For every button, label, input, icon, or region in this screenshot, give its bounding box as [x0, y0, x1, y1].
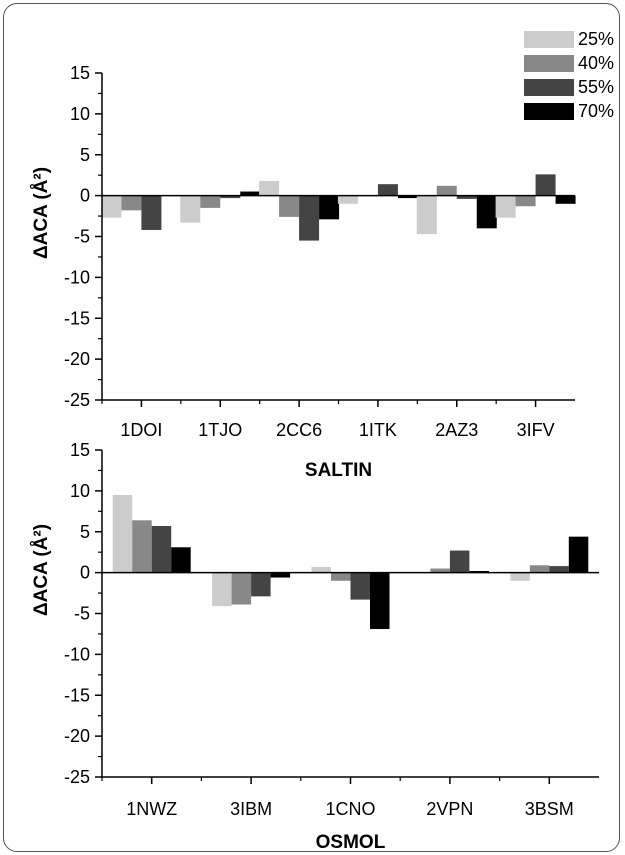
bar-3ibm-70- [270, 572, 291, 578]
x-axis-label: OSMOL [316, 832, 386, 853]
bar-1doi-40- [121, 195, 142, 211]
x-tick-label-2az3: 2AZ3 [435, 420, 478, 440]
bar-1tjo-70- [240, 191, 261, 196]
bar-1doi-55- [141, 195, 162, 230]
legend-item-55: 55% [524, 76, 624, 98]
y-tick-label: -10 [64, 644, 90, 664]
bar-3ifv-25- [495, 195, 516, 218]
bar-1nwz-70- [171, 547, 191, 573]
legend-swatch-40 [524, 55, 574, 72]
legend-swatch-55 [524, 79, 574, 96]
chart-panel-osmol: 15 10 5 0 -5 -10 -15 -20 -25 1NWZ 3IBM 1CNO 2VPN 3BSM… [31, 440, 599, 853]
y-tick-label: -5 [74, 227, 90, 247]
figure-frame [3, 3, 620, 852]
y-tick-label: 15 [70, 63, 90, 83]
bar-1itk-25- [337, 195, 358, 204]
y-tick-label: -10 [64, 267, 90, 287]
legend-swatch-25 [524, 31, 574, 48]
y-tick-label: -15 [64, 308, 90, 328]
y-tick-label: -25 [64, 767, 90, 787]
bar-2cc6-40- [279, 195, 300, 217]
y-tick-label: -15 [64, 685, 90, 705]
legend-item-70: 70% [524, 100, 624, 122]
bar-1tjo-55- [220, 195, 241, 199]
legend: 25% 40% 55% 70% [524, 28, 624, 124]
y-tick-label: -20 [64, 349, 90, 369]
x-tick-label-3bsm: 3BSM [525, 799, 574, 819]
x-tick-label-3ibm: 3IBM [230, 799, 272, 819]
bar-3ibm-55- [251, 572, 271, 597]
bar-1nwz-40- [132, 520, 152, 573]
legend-label-25: 25% [578, 29, 615, 49]
y-tick-label: 0 [80, 186, 90, 206]
bar-3ibm-25- [212, 572, 232, 607]
x-tick-label-2cc6: 2CC6 [276, 420, 322, 440]
bar-2vpn-55- [449, 550, 470, 573]
bar-2cc6-55- [299, 195, 320, 241]
bar-2vpn-40- [430, 568, 450, 573]
x-tick-label-1tjo: 1TJO [198, 420, 242, 440]
y-axis-label: ΔACA (Å²) [31, 167, 52, 259]
x-tick-label-1doi: 1DOI [120, 420, 162, 440]
y-tick-label: 0 [80, 563, 90, 583]
bar-1tjo-25- [180, 195, 201, 223]
bar-3ifv-40- [515, 195, 536, 207]
bar-2cc6-70- [319, 195, 340, 220]
bar-1nwz-25- [112, 494, 133, 573]
x-tick-label-1nwz: 1NWZ [126, 799, 177, 819]
y-tick-label: -25 [64, 390, 90, 410]
bar-1itk-70- [397, 195, 418, 199]
bar-1itk-55- [377, 184, 398, 196]
bar-1doi-25- [101, 195, 122, 218]
bar-2az3-25- [416, 195, 437, 235]
x-tick-label-2vpn: 2VPN [426, 799, 473, 819]
bar-1cno-40- [331, 572, 351, 581]
bar-3bsm-40- [529, 565, 550, 573]
x-tick-label-1itk: 1ITK [359, 420, 397, 440]
bar-2cc6-25- [259, 180, 280, 196]
legend-label-55: 55% [578, 77, 615, 97]
bar-3ifv-55- [535, 174, 556, 196]
x-tick-label-3ifv: 3IFV [517, 420, 555, 440]
y-tick-label: 5 [80, 145, 90, 165]
legend-item-40: 40% [524, 52, 624, 74]
bar-3bsm-70- [568, 536, 589, 573]
legend-swatch-70 [524, 103, 574, 120]
bar-1cno-55- [350, 572, 370, 600]
legend-label-40: 40% [578, 53, 615, 73]
bar-2az3-40- [436, 185, 457, 196]
chart-panel-saltin: 15 10 5 0 -5 -10 -15 -20 -25 1DOI 1TJO 2CC6 1ITK 2AZ3… [31, 63, 576, 481]
legend-label-70: 70% [578, 101, 615, 121]
legend-item-25: 25% [524, 28, 624, 50]
bar-1cno-70- [370, 572, 390, 630]
bar-3ifv-70- [555, 195, 576, 204]
y-tick-label: 5 [80, 522, 90, 542]
bar-2az3-70- [476, 195, 497, 229]
y-tick-label: -5 [74, 604, 90, 624]
bar-1cno-25- [311, 566, 331, 573]
y-tick-label: -20 [64, 726, 90, 746]
bar-3bsm-25- [510, 572, 530, 581]
y-tick-label: 10 [70, 481, 90, 501]
y-tick-label: 10 [70, 104, 90, 124]
bar-3ibm-40- [231, 572, 252, 605]
bar-1nwz-55- [151, 526, 172, 573]
bar-2vpn-70- [469, 570, 489, 573]
bar-2az3-55- [456, 195, 477, 199]
bar-1tjo-40- [200, 195, 221, 208]
x-axis-label: SALTIN [305, 460, 372, 481]
y-axis-label: ΔACA (Å²) [31, 524, 52, 616]
y-tick-label: 15 [70, 440, 90, 460]
x-tick-label-1cno: 1CNO [325, 799, 375, 819]
bar-3bsm-55- [549, 566, 569, 573]
